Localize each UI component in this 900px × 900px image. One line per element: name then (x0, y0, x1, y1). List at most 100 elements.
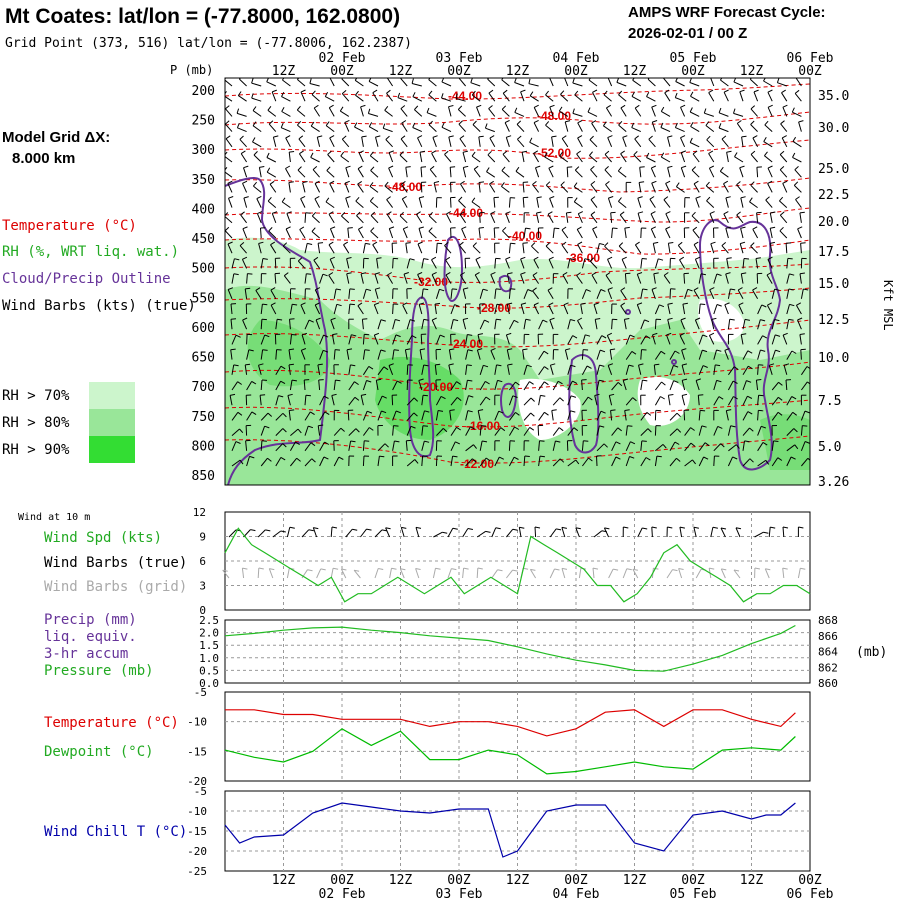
wind-barb-feather (251, 411, 257, 416)
wind-barb (372, 92, 379, 102)
wind-barb (726, 258, 729, 269)
wind-barb (777, 82, 787, 87)
grid-barb-feather (258, 567, 264, 570)
wind-barb (782, 183, 788, 193)
wind-barb-feather (602, 121, 607, 127)
wind-barb (800, 441, 806, 451)
wind-barb-feather (724, 348, 730, 351)
wind-barb (786, 273, 790, 284)
wind-barb (426, 112, 437, 117)
wind-barb-feather (485, 396, 491, 401)
wind-barb-feather (651, 287, 657, 290)
wind-barb (800, 288, 804, 299)
true-barb-feather (561, 526, 567, 529)
wind-barb (533, 304, 540, 315)
wind-barb (655, 381, 662, 391)
wind-barb-feather (312, 166, 318, 170)
wind-barb-feather (251, 93, 254, 99)
wind-barb (501, 170, 510, 178)
wind-barb (441, 97, 452, 102)
wind-barb (767, 107, 773, 117)
rh-legend: RH > 70% RH > 80% RH > 90% (2, 382, 135, 463)
wind-barb-feather (604, 166, 609, 171)
wind-barb (694, 259, 700, 269)
grid-barb (374, 568, 379, 579)
true-barb (415, 527, 420, 538)
wind-barb (487, 154, 496, 163)
wind-barb (713, 380, 718, 391)
wind-barb-feather (417, 241, 423, 245)
wind-barb (402, 304, 408, 315)
grid-barb-feather (269, 568, 275, 571)
wind-barb (275, 380, 282, 391)
wind-barb (303, 379, 306, 391)
wind-barb (388, 167, 394, 178)
wind-barb (549, 365, 554, 375)
wind-barb (231, 412, 239, 421)
wind-barb-feather (384, 443, 389, 448)
true-barb (257, 529, 266, 538)
wind-barb-feather (577, 135, 583, 139)
wind-barb-feather (776, 78, 780, 83)
wind-barb-feather (515, 411, 520, 416)
wind-barb (428, 94, 437, 102)
wind-barb (260, 304, 263, 315)
wind-barb (786, 350, 793, 360)
wind-barb (485, 127, 495, 133)
wind-barb (312, 169, 320, 178)
grid-barb (622, 568, 628, 579)
wind-barb-feather (339, 106, 344, 112)
wind-barb (246, 273, 248, 284)
wind-barb-feather (789, 303, 795, 307)
wind-barb-feather (624, 318, 630, 320)
wind-barb-feather (638, 363, 644, 366)
precip-y-tick: 0.0 (199, 677, 219, 690)
wind-barb (421, 395, 424, 406)
wind-barb (713, 273, 718, 284)
wind-barb-feather (802, 425, 808, 427)
legend-precip-liq: liq. equiv. (44, 629, 137, 645)
wind-barb (680, 152, 686, 163)
wind-barb-feather (539, 455, 545, 458)
wind-barb-feather (230, 393, 236, 396)
wind-barb-feather (310, 411, 315, 416)
wind-barb (749, 201, 758, 209)
wind-barb-feather (641, 258, 647, 260)
grid-barb (632, 569, 639, 579)
wind-barb-feather (794, 89, 800, 94)
wind-barb (355, 94, 364, 102)
wind-barb-feather (269, 180, 275, 185)
wind-barb (297, 169, 306, 178)
wind-barb (552, 228, 555, 239)
wind-barb-feather (507, 272, 513, 275)
wind-barb (275, 443, 284, 452)
wind-barb-feather (367, 410, 373, 414)
wind-barb (260, 319, 263, 330)
wind-barb (368, 80, 379, 87)
wind-barb (270, 289, 277, 300)
legend-wind-chill: Wind Chill T (°C) (44, 824, 187, 840)
wind-barb-feather (341, 90, 347, 94)
wind-barb (241, 259, 248, 269)
wind-barb (462, 288, 467, 299)
wind-barb-feather (270, 302, 276, 306)
rh-label-70: RH > 70% (2, 388, 70, 404)
wind-barb-feather (709, 165, 715, 169)
wind-barb (304, 395, 307, 406)
wind-barb-feather (301, 348, 307, 351)
wind-barb-feather (744, 440, 750, 443)
wind-barb-feather (516, 120, 522, 125)
wind-barb-feather (540, 394, 546, 397)
wind-barb-feather (609, 393, 615, 396)
wind-barb (608, 395, 613, 406)
true-barb-feather (452, 527, 458, 530)
wind-barb (418, 197, 423, 208)
wind-barb-feather (529, 426, 535, 431)
wind-barb-feather (360, 104, 366, 108)
height-tick: 35.0 (818, 89, 849, 104)
date-label: 02 Feb (319, 887, 366, 900)
wind-barb-feather (792, 136, 797, 142)
wind-barb-feather (634, 104, 640, 109)
grid-barb-feather (721, 568, 727, 571)
wind-barb-feather (314, 302, 320, 306)
